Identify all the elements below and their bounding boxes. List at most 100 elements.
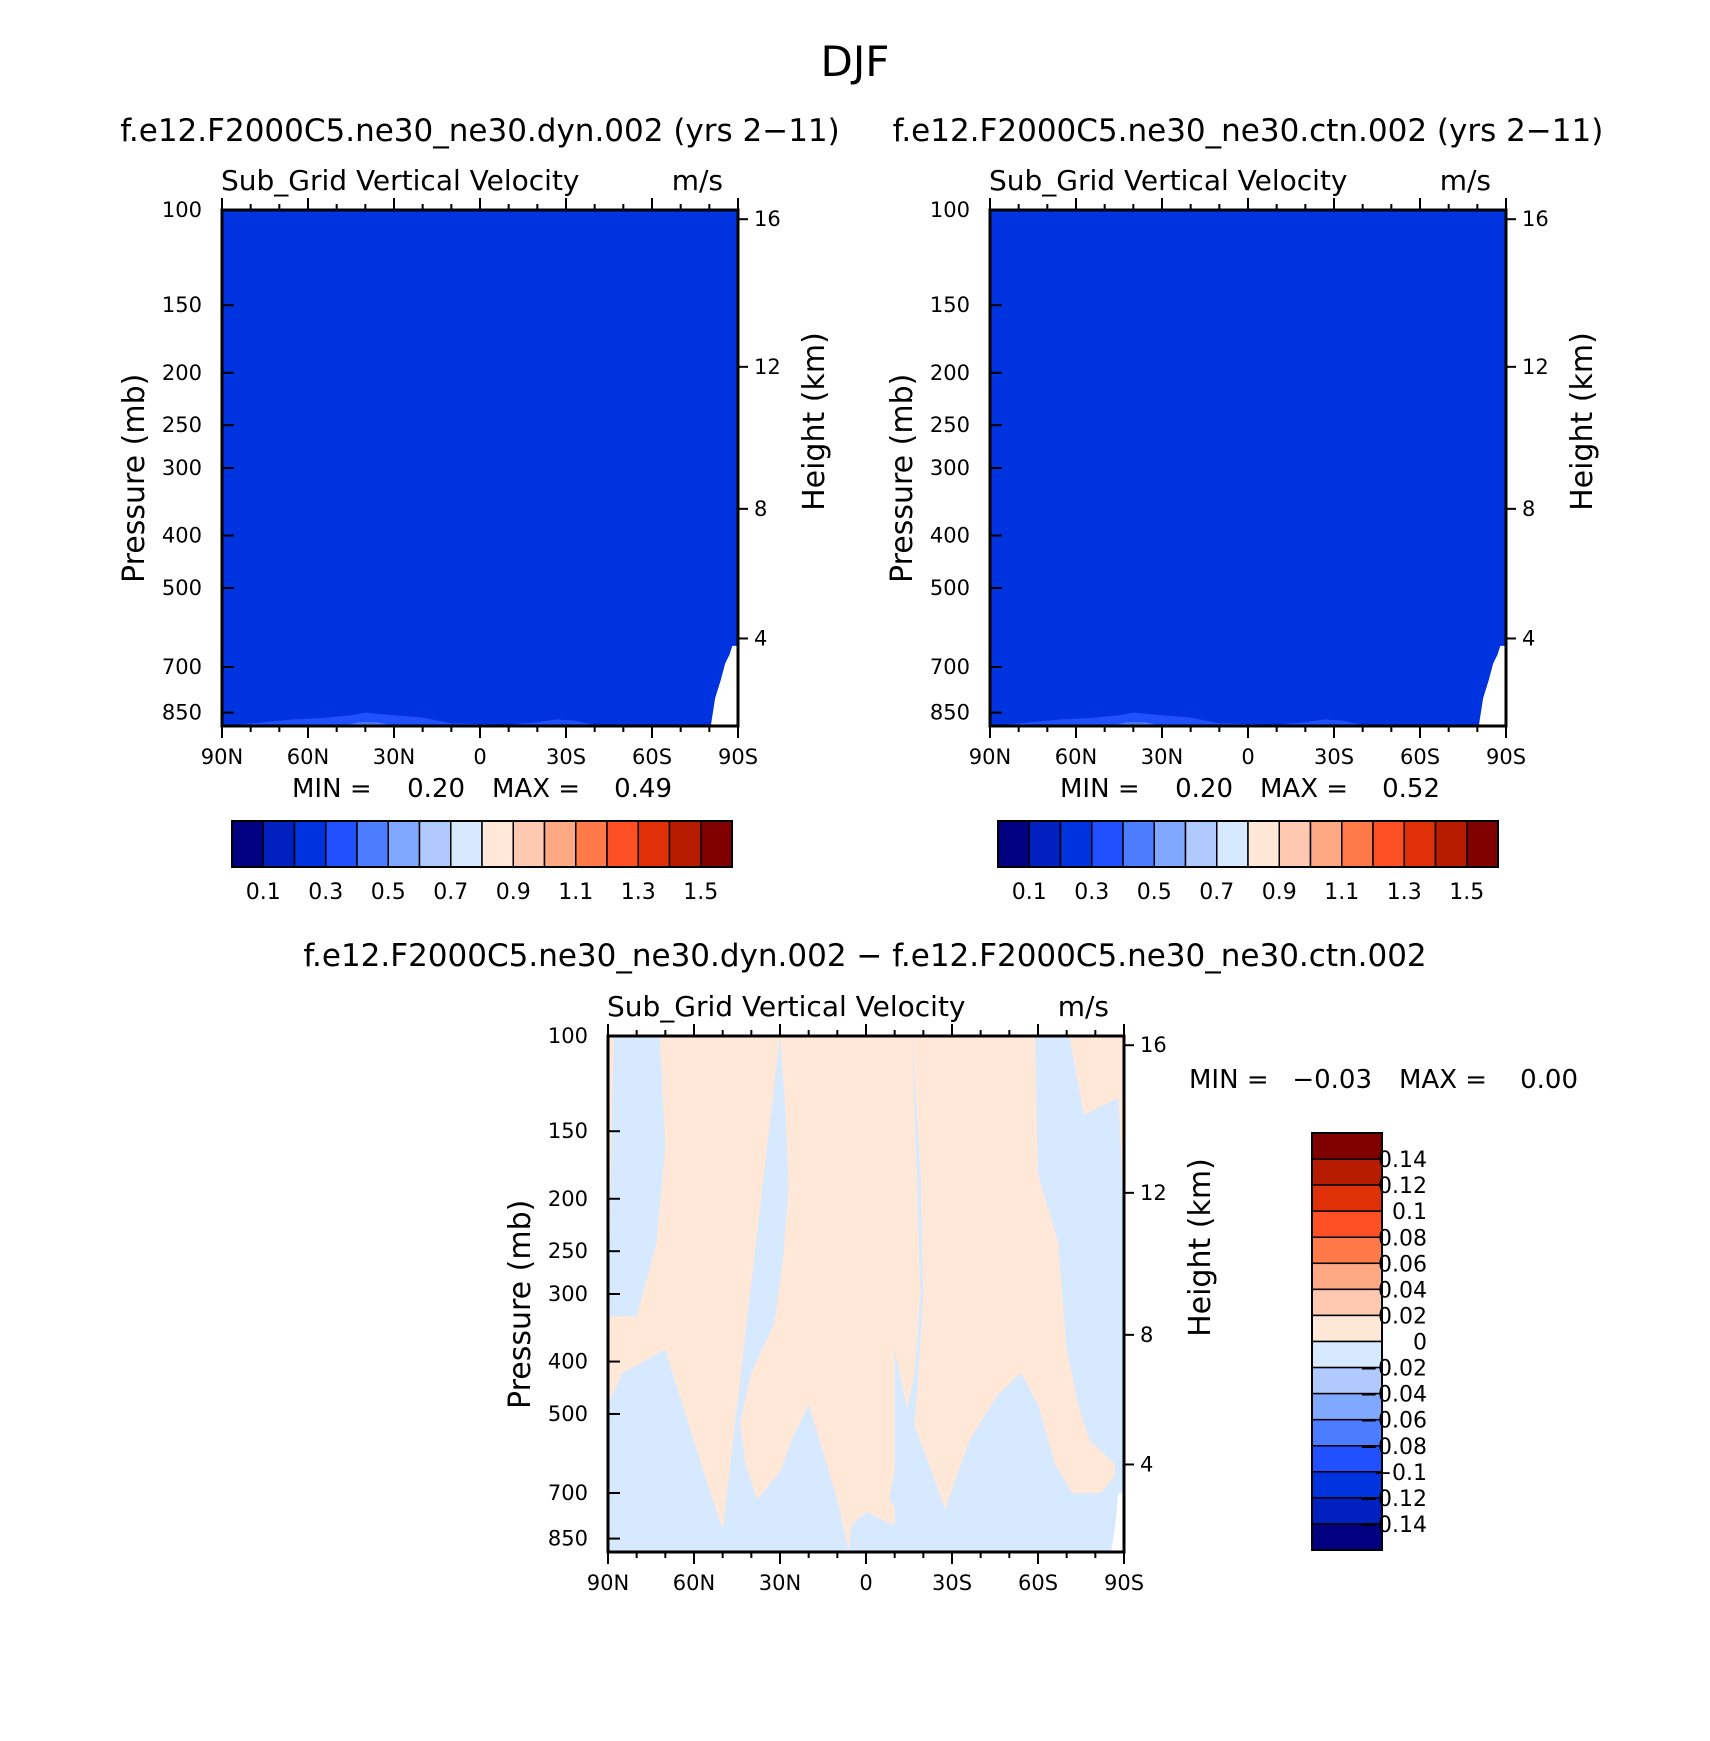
contour-band-negative-8 (888, 1036, 924, 1513)
x-tick-label: 0 (473, 745, 486, 769)
x-tick-label: 60N (673, 1571, 715, 1595)
colorbar-box (262, 820, 296, 868)
y-tick-label: 400 (930, 524, 970, 548)
contour-band-lower (222, 712, 738, 726)
colorbar: 0.140.120.10.080.060.040.020−0.02−0.04−0… (1311, 1132, 1427, 1551)
colorbar-box (450, 820, 483, 868)
max-label: MAX = (492, 774, 580, 804)
colorbar-label: −0.14 (1360, 1513, 1427, 1538)
colorbar-box (1278, 820, 1312, 868)
y-tick-label: 500 (548, 1402, 588, 1426)
x-tick-label: 0 (1241, 745, 1254, 769)
colorbar-label: 0.04 (1378, 1278, 1427, 1303)
missing-data-region (1478, 645, 1506, 726)
y-tick-label: 150 (162, 293, 202, 317)
colorbar-label: 0.7 (433, 880, 468, 905)
y-tick-label: 400 (162, 524, 202, 548)
colorbar: 0.1 0.3 0.5 0.7 0.9 1.1 1.3 1.5 (997, 820, 1499, 905)
colorbar-box (1311, 1184, 1383, 1212)
panel-title: f.e12.F2000C5.ne30_ne30.dyn.002 (yrs 2−1… (120, 113, 840, 149)
min-label: MIN = (1060, 774, 1140, 804)
contour-field (990, 210, 1506, 726)
y-right-tick-label: 16 (1140, 1033, 1167, 1057)
y-right-tick-label: 12 (1522, 355, 1549, 379)
colorbar-box (1311, 1314, 1383, 1343)
x-tick-label: 90N (969, 745, 1011, 769)
colorbar-box (1311, 1497, 1383, 1525)
colorbar-box (1311, 1288, 1383, 1317)
contour-band-negative-7 (946, 1373, 1124, 1552)
colorbar-label: 1.1 (558, 880, 593, 905)
max-label: MAX = (1260, 774, 1348, 804)
colorbar-box (418, 820, 452, 868)
y-tick-label: 100 (548, 1024, 588, 1048)
y-tick-label: 300 (548, 1282, 588, 1306)
colorbar-box (1311, 1445, 1383, 1473)
y-tick-label: 200 (930, 361, 970, 385)
contour-band-lower (990, 712, 1506, 726)
colorbar-box (231, 820, 264, 868)
y-tick-label: 850 (548, 1527, 588, 1551)
colorbar-box (1028, 820, 1062, 868)
y-tick-label: 200 (548, 1187, 588, 1211)
colorbar-box (668, 820, 702, 868)
colorbar-box (387, 820, 421, 868)
colorbar-label: 0.1 (246, 880, 281, 905)
colorbar-label: −0.02 (1360, 1357, 1427, 1382)
colorbar-label: −0.04 (1360, 1383, 1427, 1408)
y-tick-label: 150 (548, 1119, 588, 1143)
colorbar-box (293, 820, 327, 868)
colorbar-box (481, 820, 514, 868)
colorbar-box (606, 820, 639, 868)
y-tick-label: 850 (162, 701, 202, 725)
y-right-tick-label: 4 (754, 626, 767, 650)
min-label: MIN = (292, 774, 372, 804)
colorbar-label: 1.5 (683, 880, 718, 905)
min-value: 0.20 (1175, 774, 1233, 804)
y-right-tick-label: 12 (1140, 1181, 1167, 1205)
colorbar-box (1122, 820, 1155, 868)
colorbar-box (700, 820, 733, 868)
colorbar-frame (231, 820, 733, 868)
colorbar-box (1311, 1236, 1383, 1265)
contour-band-base (990, 210, 1506, 726)
colorbar-label: 0.9 (496, 880, 531, 905)
y-axis-label: Pressure (mb) (117, 374, 152, 583)
colorbar-label: −0.06 (1360, 1409, 1427, 1434)
y-tick-label: 250 (930, 413, 970, 437)
colorbar-label: 0.5 (1137, 880, 1172, 905)
colorbar-label: 0 (1413, 1331, 1427, 1356)
panel-1: f.e12.F2000C5.ne30_ne30.dyn.002 (yrs 2−1… (117, 113, 840, 905)
y-tick-label: 700 (162, 655, 202, 679)
y-right-tick-label: 12 (754, 355, 781, 379)
colorbar-box (1311, 1132, 1383, 1160)
colorbar-label: 0.7 (1199, 880, 1234, 905)
x-tick-label: 0 (859, 1571, 872, 1595)
colorbar-box (1153, 820, 1187, 868)
colorbar-box (1247, 820, 1280, 868)
x-tick-label: 90N (201, 745, 243, 769)
panel-title: f.e12.F2000C5.ne30_ne30.dyn.002 − f.e12.… (303, 938, 1426, 974)
colorbar-label: 0.3 (308, 880, 343, 905)
colorbar-label: −0.08 (1360, 1435, 1427, 1460)
panel-title: f.e12.F2000C5.ne30_ne30.ctn.002 (yrs 2−1… (893, 113, 1604, 149)
colorbar-box (1184, 820, 1218, 868)
y-tick-label: 850 (930, 701, 970, 725)
colorbar-label: 1.3 (1387, 880, 1422, 905)
max-value: 0.00 (1520, 1065, 1578, 1095)
colorbar-box (997, 820, 1030, 868)
colorbar-label: 0.06 (1378, 1252, 1427, 1277)
y-tick-label: 700 (548, 1481, 588, 1505)
colorbar-box (1059, 820, 1093, 868)
y-right-axis-label: Height (km) (1183, 1158, 1218, 1337)
contour-band-negative-2 (608, 1349, 746, 1552)
y-tick-label: 250 (548, 1239, 588, 1263)
y-tick-label: 150 (930, 293, 970, 317)
colorbar-box (1311, 1262, 1383, 1291)
contour-band-negative-4 (642, 1509, 746, 1552)
x-tick-label: 60S (632, 745, 672, 769)
panels: f.e12.F2000C5.ne30_ne30.dyn.002 (yrs 2−1… (117, 113, 1603, 1595)
y-tick-label: 500 (930, 576, 970, 600)
y-right-tick-label: 8 (1522, 497, 1535, 521)
